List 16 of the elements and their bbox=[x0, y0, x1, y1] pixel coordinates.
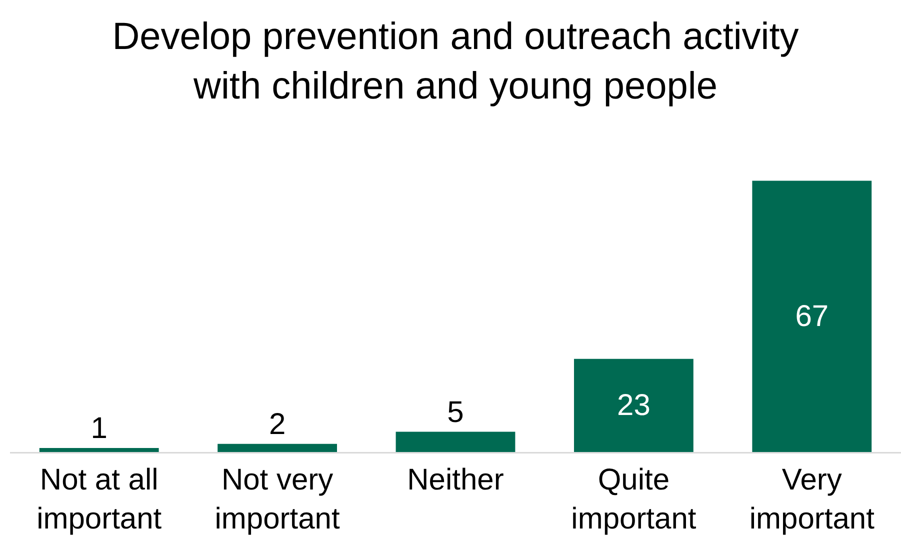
bar bbox=[218, 444, 337, 452]
x-tick-label: Not at all important bbox=[36, 464, 162, 536]
x-tick-label: Very important bbox=[749, 464, 876, 536]
data-label: 67 bbox=[795, 300, 829, 333]
bar bbox=[396, 432, 516, 452]
bar bbox=[752, 180, 872, 452]
data-label: 2 bbox=[268, 408, 286, 441]
data-label: 23 bbox=[617, 388, 650, 422]
bar bbox=[39, 448, 159, 452]
data-label: 1 bbox=[90, 412, 108, 445]
x-tick-label: Quite important bbox=[571, 464, 697, 536]
x-tick-label: Neither bbox=[407, 464, 504, 496]
chart-title: Develop prevention and outreach activity with children and young people bbox=[112, 16, 799, 108]
bar bbox=[574, 358, 694, 452]
x-tick-label: Not very important bbox=[214, 464, 340, 536]
data-label: 5 bbox=[447, 396, 464, 429]
